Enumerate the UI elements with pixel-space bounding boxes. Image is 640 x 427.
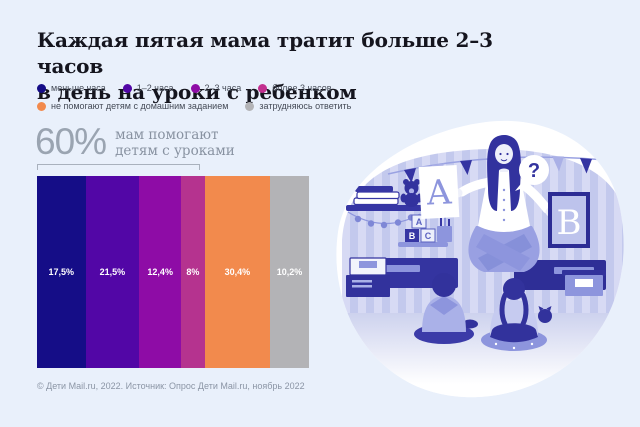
floor: [336, 313, 624, 398]
bar-segment-label: 8%: [186, 267, 200, 277]
bar-segment-5: 30,4%: [204, 176, 271, 368]
legend-item: затрудняюсь ответить: [245, 101, 351, 111]
svg-text:A: A: [425, 172, 453, 213]
toy-block-a: A: [416, 217, 423, 227]
svg-text:?: ?: [528, 160, 540, 182]
storage-box-left: [346, 257, 390, 297]
toy-block-b: B: [409, 231, 416, 241]
mom-figure: [453, 135, 555, 272]
legend-dot-icon: [37, 101, 46, 111]
bar-segment-2: 21,5%: [85, 176, 140, 368]
page-title: Каждая пятая мама тратит больше 2–3 часо…: [37, 27, 497, 105]
child-girl: [481, 278, 547, 351]
page-title-line1: Каждая пятая мама тратит больше 2–3 часо…: [37, 28, 493, 78]
letter-card-a: A: [418, 165, 460, 219]
legend-dot-icon: [37, 83, 46, 93]
legend-item: 2–3 часа: [190, 83, 242, 93]
bar-segment-4: 8%: [181, 176, 205, 368]
pencil-cup-icon: [437, 216, 452, 242]
legend-row-1: меньше часа 1–2 часа 2–3 часа более 3 часов: [37, 83, 351, 93]
stat-label-line2: детям с уроками: [115, 143, 235, 159]
legend-label: более 3 часов: [272, 83, 332, 93]
toy-blocks-shelf: A B C: [398, 214, 452, 247]
legend-label: меньше часа: [51, 83, 106, 93]
stacked-bar: 17,5% 21,5% 12,4% 8% 30,4% 10,2%: [37, 176, 309, 368]
source-note: © Дети Mail.ru, 2022. Источник: Опрос Де…: [37, 381, 305, 391]
letter-card-b: B: [548, 192, 590, 248]
stat-bracket: [37, 164, 200, 170]
bar-segment-6: 10,2%: [270, 176, 309, 368]
mom-face: [495, 144, 513, 164]
legend: меньше часа 1–2 часа 2–3 часа более 3 часов…: [37, 83, 351, 119]
legend-label: 2–3 часа: [204, 83, 242, 93]
storage-box-right: [562, 270, 606, 296]
legend-item: 1–2 часа: [122, 83, 174, 93]
toy-block-c: C: [425, 231, 432, 241]
bar-segment-label: 12,4%: [147, 267, 173, 277]
bar-segment-label: 17,5%: [48, 267, 75, 277]
question-bubble: ?: [515, 155, 549, 191]
cat-toy-icon: [538, 306, 552, 323]
legend-row-2: не помогают детям с домашним заданием зат…: [37, 101, 351, 111]
stat-label-line1: мам помогают: [115, 127, 219, 143]
bar-segment-label: 10,2%: [276, 267, 303, 277]
legend-dot-icon: [258, 83, 268, 93]
bar-segment-1: 17,5%: [37, 176, 86, 368]
legend-label: затрудняюсь ответить: [259, 101, 352, 111]
stat-value: 60%: [35, 121, 107, 162]
stat: 60% мам помогают детям с уроками: [35, 123, 235, 161]
legend-dot-icon: [122, 83, 132, 93]
legend-label: не помогают детям с домашним заданием: [51, 101, 229, 111]
legend-dot-icon: [190, 83, 200, 93]
bar-segment-3: 12,4%: [139, 176, 182, 368]
legend-item: не помогают детям с домашним заданием: [37, 101, 228, 111]
bar-segment-label: 30,4%: [224, 267, 251, 277]
legend-dot-icon: [245, 101, 255, 111]
bar-segment-label: 21,5%: [99, 267, 126, 277]
svg-text:B: B: [557, 203, 582, 243]
stat-label: мам помогают детям с уроками: [115, 123, 235, 161]
child-boy: [414, 273, 478, 344]
legend-item: более 3 часов: [258, 83, 332, 93]
bookshelf: [346, 186, 428, 211]
legend-label: 1–2 часа: [136, 83, 174, 93]
illustration: A B C: [336, 120, 624, 398]
legend-item: меньше часа: [37, 83, 106, 93]
